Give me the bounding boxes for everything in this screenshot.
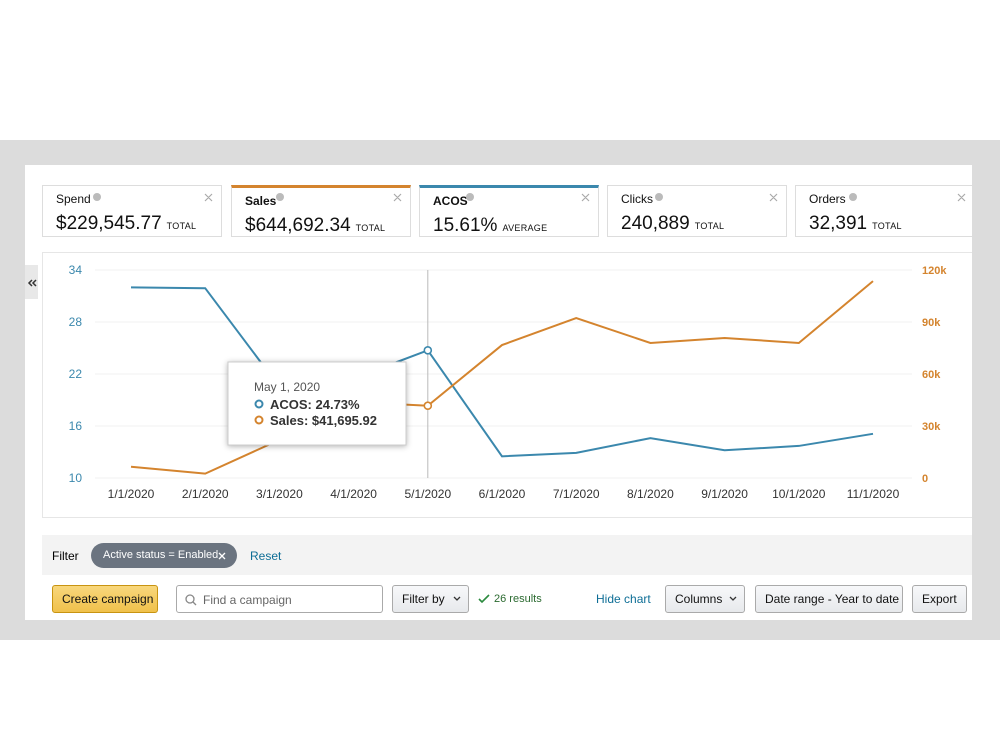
x-tick-label: 9/1/2020 [701,487,748,501]
y-tick-label: 28 [69,315,83,329]
value: 32,391 [809,213,868,234]
date-range-button[interactable]: Date range - Year to date [755,585,903,613]
metric-value: $644,692.34 TOTAL [245,215,385,237]
reset-link[interactable]: Reset [250,549,282,563]
hover-point [423,346,433,355]
series-line [130,286,874,458]
tooltip-row: Sales: $41,695.92 [270,413,377,428]
metric-value: $229,545.77 TOTAL [56,213,196,235]
y-tick-label: 16 [69,419,83,433]
collapse-tab[interactable] [25,265,38,299]
x-tick-label: 6/1/2020 [479,487,526,501]
tooltip-date: May 1, 2020 [254,380,320,394]
metric-card[interactable]: Orders 32,391 TOTAL [795,185,972,237]
tooltip-row: ACOS: 24.73% [270,397,360,412]
y2-tick-label: 90k [922,317,941,329]
search-input[interactable]: Find a campaign [176,585,383,613]
x-tick-label: 3/1/2020 [256,487,303,501]
y2-tick-label: 120k [922,265,947,277]
metric-value: 32,391 TOTAL [809,213,902,235]
button-text: Columns [675,592,723,606]
y-tick-label: 34 [69,263,83,277]
unit: TOTAL [694,221,725,231]
hover-point [423,401,433,411]
export-button[interactable]: Export [912,585,967,613]
close-icons [204,193,966,202]
metric-card[interactable]: Spend $229,545.77 TOTAL [42,185,222,237]
check-icon [478,594,490,604]
metric-label: ACOS [433,194,468,208]
metric-value: 15.61% AVERAGE [433,215,547,237]
x-tick-label: 8/1/2020 [627,487,674,501]
filter-chip[interactable]: Active status = Enabled [91,543,237,568]
metric-card[interactable]: Sales $644,692.34 TOTAL [231,185,411,237]
columns-button[interactable]: Columns [665,585,745,613]
metric-card[interactable]: Clicks 240,889 TOTAL [607,185,787,237]
x-tick-label: 4/1/2020 [330,487,377,501]
search-placeholder: Find a campaign [203,593,292,607]
metric-label: Orders [809,192,846,206]
unit: TOTAL [355,223,386,233]
button-text: Filter by [402,592,445,606]
filter-bar: Filter Active status = Enabled Reset [42,535,972,575]
y-tick-label: 22 [69,367,83,381]
filter-by-button[interactable]: Filter by [392,585,469,613]
hide-chart-link[interactable]: Hide chart [596,592,651,606]
chip-close[interactable] [218,552,226,560]
results-count: 26 results [494,593,542,605]
y2-tick-label: 0 [922,473,928,485]
x-tick-label: 7/1/2020 [553,487,600,501]
y2-tick-label: 30k [922,421,941,433]
unit: TOTAL [166,221,197,231]
value: 240,889 [621,213,690,234]
metric-label: Clicks [621,192,653,206]
info-icons [93,193,857,201]
filter-label: Filter [52,549,79,563]
tooltip: May 1, 2020 ACOS: 24.73%Sales: $41,695.92 [227,361,407,446]
y2-tick-label: 60k [922,369,941,381]
tooltip-swatch [254,399,264,409]
metric-card[interactable]: ACOS 15.61% AVERAGE [419,185,599,237]
y-tick-label: 10 [69,471,83,485]
x-tick-label: 11/1/2020 [847,487,900,501]
value: 15.61% [433,215,498,236]
chip-text: Active status = Enabled [103,549,219,561]
create-button[interactable]: Create campaign [52,585,158,613]
unit: AVERAGE [502,223,548,233]
x-tick-label: 2/1/2020 [182,487,229,501]
x-tick-label: 10/1/2020 [772,487,826,501]
metric-value: 240,889 TOTAL [621,213,724,235]
x-tick-label: 1/1/2020 [108,487,155,501]
x-tick-label: 5/1/2020 [404,487,451,501]
unit: TOTAL [872,221,902,231]
value: $229,545.77 [56,213,162,234]
metric-label: Spend [56,192,91,206]
value: $644,692.34 [245,215,351,236]
metric-label: Sales [245,194,277,208]
series-line [130,280,874,475]
chart-frame [42,252,972,518]
tooltip-swatch [254,415,264,425]
